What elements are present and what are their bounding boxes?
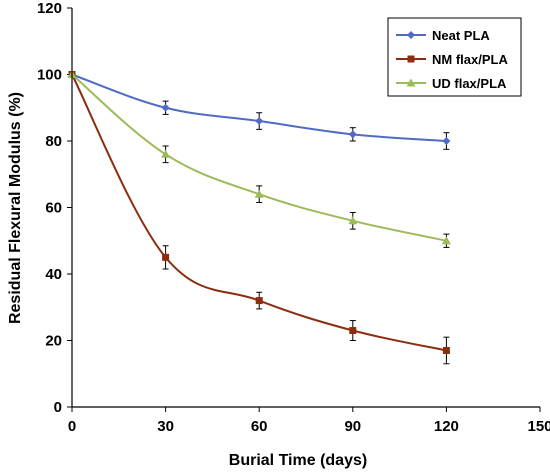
- legend: Neat PLA NM flax/PLA UD flax/PLA: [387, 17, 522, 97]
- x-axis-title: Burial Time (days): [229, 452, 367, 469]
- legend-marker: [407, 55, 415, 63]
- legend-label: NM flax/PLA: [432, 52, 508, 67]
- data-point: [348, 130, 357, 139]
- legend-marker: [406, 78, 416, 87]
- data-point: [161, 103, 170, 112]
- y-axis-ticks: 0 20 40 60 80 100 120: [37, 0, 72, 416]
- series-line: [71, 74, 447, 352]
- series-ud-flax-pla: [67, 70, 451, 248]
- y-axis-title: Residual Flexural Modulus (%): [7, 92, 24, 324]
- y-tick-label: 120: [37, 0, 62, 17]
- legend-label: UD flax/PLA: [432, 76, 507, 91]
- plot-area: [67, 70, 451, 365]
- series-line: [71, 73, 447, 242]
- data-point: [442, 137, 451, 145]
- data-point: [161, 149, 171, 158]
- data-point: [254, 189, 264, 198]
- data-point: [255, 297, 263, 305]
- x-tick-label: 30: [157, 418, 174, 435]
- x-tick-label: 150: [527, 418, 550, 435]
- y-tick-label: 100: [37, 67, 62, 84]
- x-tick-label: 60: [251, 418, 268, 435]
- legend-marker: [407, 31, 415, 39]
- legend-label: Neat PLA: [432, 28, 490, 43]
- data-point: [442, 346, 450, 354]
- series-nm-flax-pla: [68, 71, 450, 365]
- series-neat-pla: [68, 70, 451, 150]
- y-tick-label: 80: [45, 133, 62, 150]
- y-tick-label: 40: [45, 266, 62, 283]
- y-tick-label: 0: [54, 399, 62, 416]
- data-point: [162, 253, 170, 261]
- data-point: [348, 216, 358, 225]
- x-tick-label: 120: [434, 418, 459, 435]
- data-point: [441, 236, 451, 245]
- data-point: [255, 117, 264, 126]
- y-tick-label: 60: [45, 200, 62, 217]
- x-tick-label: 90: [344, 418, 361, 435]
- y-tick-label: 20: [45, 333, 62, 350]
- x-axis-ticks: 0 30 60 90 120 150: [68, 407, 550, 435]
- data-point: [349, 327, 357, 335]
- x-tick-label: 0: [68, 418, 76, 435]
